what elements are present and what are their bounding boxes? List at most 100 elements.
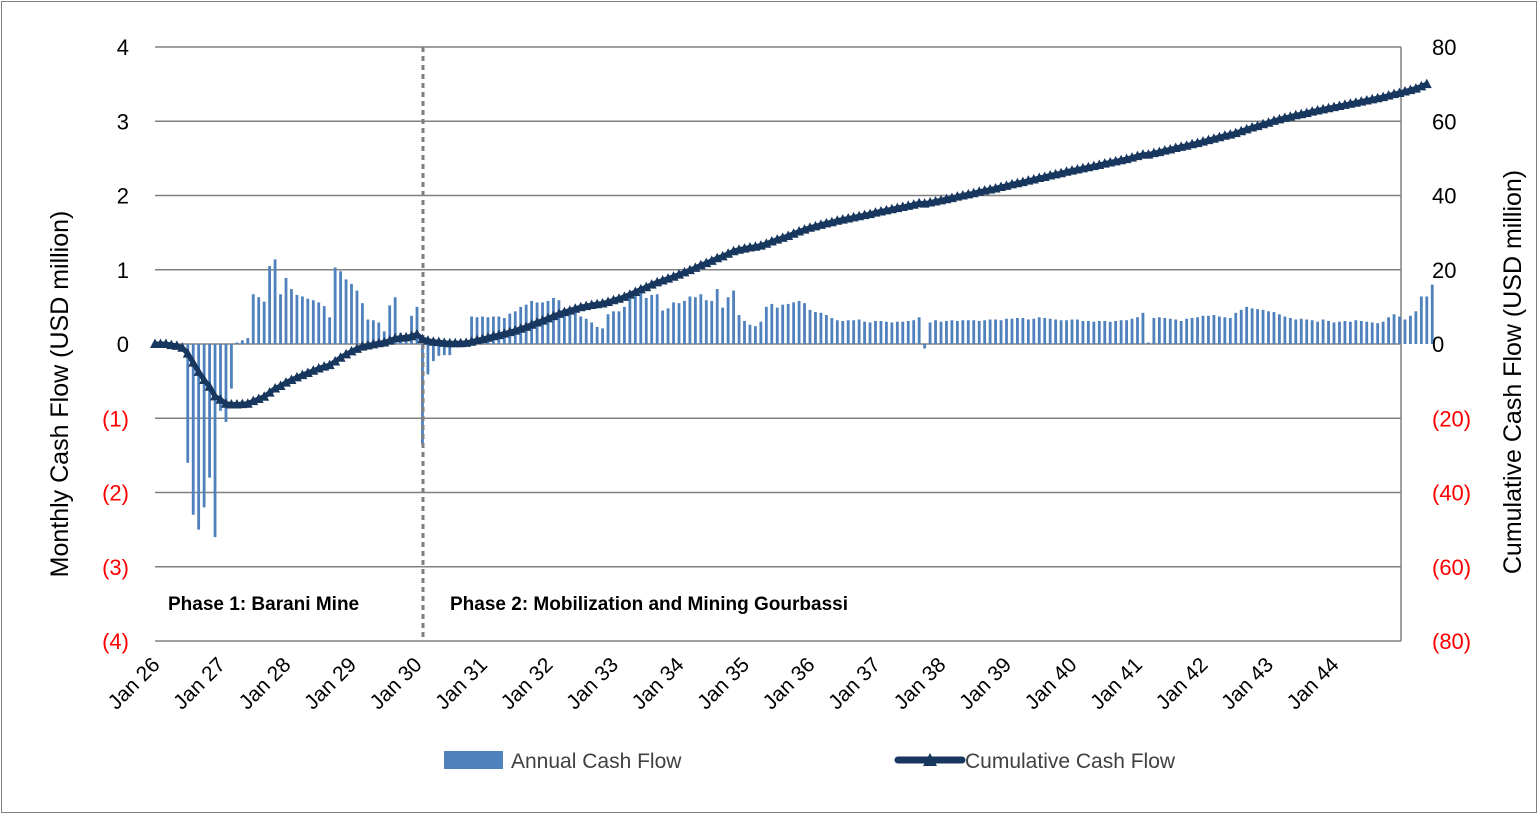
marker-cumulative-cash-flow [286,374,297,385]
bar-annual-cash-flow [1010,318,1014,344]
bar-annual-cash-flow [1381,321,1385,344]
bar-annual-cash-flow [573,311,577,344]
bar-annual-cash-flow [1076,319,1079,344]
bar-annual-cash-flow [1283,316,1287,344]
right-tick-label: (40) [1432,481,1471,506]
bar-annual-cash-flow [1086,320,1090,344]
x-tick-label: Jan 36 [759,653,820,714]
marker-cumulative-cash-flow [264,387,275,397]
bar-annual-cash-flow [552,297,555,344]
bar-annual-cash-flow [666,308,670,344]
bar-annual-cash-flow [661,310,665,344]
bar-annual-cash-flow [650,294,654,344]
right-tick-label: (60) [1432,555,1471,580]
bar-annual-cash-flow [797,300,801,344]
bar-annual-cash-flow [595,326,599,344]
bar-annual-cash-flow [1419,296,1423,344]
bar-annual-cash-flow [481,316,484,344]
bar-annual-cash-flow [350,283,353,344]
bar-annual-cash-flow [1338,321,1341,344]
right-tick-label: (80) [1432,629,1471,654]
bar-annual-cash-flow [945,320,948,344]
bar-annual-cash-flow [890,322,894,344]
left-tick-label: (1) [102,406,129,431]
bar-annual-cash-flow [628,298,632,344]
bar-annual-cash-flow [863,321,866,344]
bar-annual-cash-flow [977,320,981,344]
legend-swatch-annual-cash-flow [444,751,503,769]
left-tick-label: 1 [117,258,129,283]
phase-2-label: Phase 2: Mobilization and Mining Gourbas… [450,594,848,615]
bar-annual-cash-flow [290,289,293,344]
bar-annual-cash-flow [1294,319,1298,344]
left-tick-label: 3 [117,109,129,134]
bar-annual-cash-flow [732,290,735,344]
bar-annual-cash-flow [191,344,195,515]
bar-annual-cash-flow [557,300,561,344]
marker-cumulative-cash-flow [182,348,193,358]
x-tick-label: Jan 35 [693,653,754,714]
bar-annual-cash-flow [1392,314,1396,344]
bar-annual-cash-flow [950,320,954,344]
bar-annual-cash-flow [655,294,659,344]
right-tick-label: 20 [1432,258,1456,283]
left-tick-label: (3) [102,555,129,580]
x-tick-label: Jan 37 [824,653,885,714]
bar-annual-cash-flow [764,306,768,344]
bar-annual-cash-flow [1174,319,1178,344]
bar-annual-cash-flow [492,316,495,344]
marker-cumulative-cash-flow [193,366,204,376]
bar-annual-cash-flow [1343,320,1347,344]
legend-label-annual-cash-flow: Annual Cash Flow [511,750,682,773]
bar-annual-cash-flow [1376,323,1380,344]
bar-annual-cash-flow [928,322,932,344]
bar-annual-cash-flow [759,321,763,344]
bar-annual-cash-flow [906,320,910,344]
bar-annual-cash-flow [786,303,790,344]
bar-annual-cash-flow [693,297,697,344]
bar-annual-cash-flow [426,344,430,375]
bar-annual-cash-flow [322,306,326,344]
bar-annual-cash-flow [224,344,228,422]
bar-annual-cash-flow [328,317,332,344]
x-tick-label: Jan 31 [431,653,492,714]
bar-annual-cash-flow [852,320,856,344]
legend-label-cumulative-cash-flow: Cumulative Cash Flow [965,750,1176,773]
gridlines [155,46,1402,642]
x-tick-label: Jan 39 [955,653,1016,714]
marker-cumulative-cash-flow [346,345,357,356]
bar-annual-cash-flow [1043,318,1047,344]
bar-annual-cash-flow [1365,321,1369,344]
bar-annual-cash-flow [333,267,337,344]
bar-annual-cash-flow [895,321,899,344]
bar-annual-cash-flow [562,309,566,344]
bar-annual-cash-flow [1278,314,1281,344]
bar-annual-cash-flow [1305,319,1309,344]
bar-annual-cash-flow [475,317,479,344]
marker-cumulative-cash-flow [281,377,291,387]
bar-annual-cash-flow [1119,320,1123,344]
bar-annual-cash-flow [901,321,905,344]
bar-annual-cash-flow [874,320,877,344]
bar-annual-cash-flow [754,326,757,344]
bar-annual-cash-flow [1299,318,1303,344]
marker-cumulative-cash-flow [204,381,215,391]
bar-annual-cash-flow [1267,311,1270,344]
bar-annual-cash-flow [257,297,261,344]
bar-annual-cash-flow [448,344,452,356]
bar-annual-cash-flow [1185,318,1189,344]
bar-annual-cash-flow [955,320,959,344]
marker-cumulative-cash-flow [1421,78,1432,89]
marker-cumulative-cash-flow [717,250,728,261]
bar-annual-cash-flow [1217,316,1221,344]
bar-annual-cash-flow [1054,319,1058,344]
right-axis-title: Cumulative Cash Flow (USD million) [1499,170,1527,574]
marker-cumulative-cash-flow [275,380,286,390]
x-tick-label: Jan 30 [366,653,427,714]
bar-annual-cash-flow [1081,320,1085,344]
bar-annual-cash-flow [431,344,435,362]
bar-annual-cash-flow [186,344,190,463]
bar-annual-cash-flow [546,300,550,344]
bar-annual-cash-flow [633,294,637,344]
bar-annual-cash-flow [699,294,703,344]
